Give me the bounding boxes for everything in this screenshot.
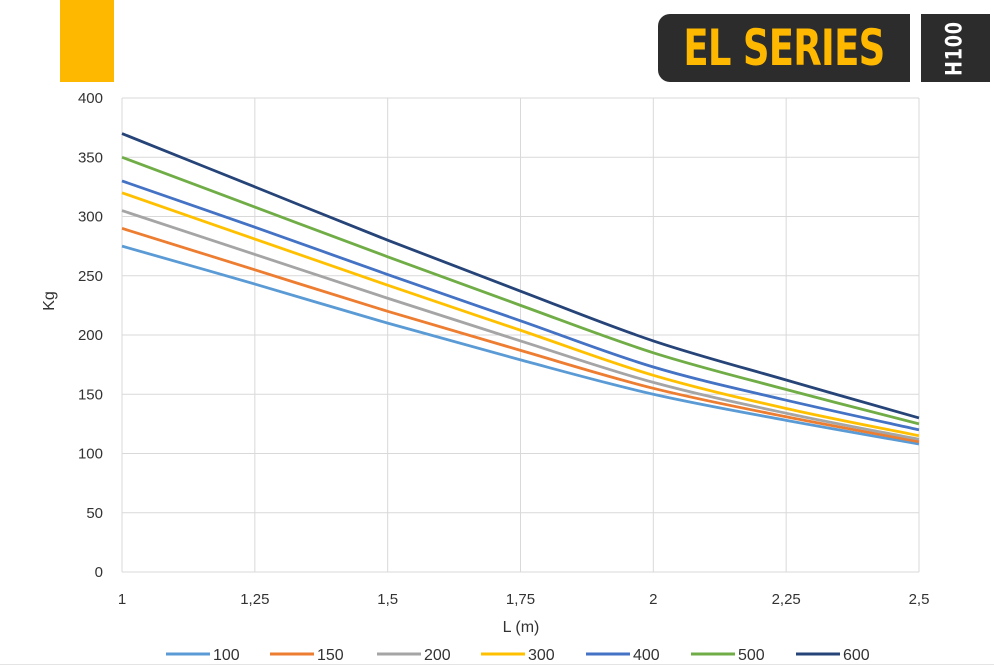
series-label: EL SERIES — [683, 19, 885, 77]
y-tick-label: 300 — [78, 209, 103, 226]
series-line-100 — [121, 244, 920, 446]
x-tick-label: 1,25 — [240, 591, 269, 608]
legend-label-150: 150 — [317, 647, 344, 664]
chart-grid — [121, 97, 920, 573]
series-badge: EL SERIES — [658, 14, 910, 82]
chart-series — [121, 132, 920, 446]
y-axis-ticks: 0 50 100 150 200 250 300 350 400 — [78, 90, 103, 581]
x-tick-label: 1 — [118, 591, 126, 608]
legend-label-300: 300 — [528, 647, 555, 664]
legend-label-600: 600 — [843, 647, 870, 664]
series-line-400 — [121, 179, 920, 432]
y-tick-label: 350 — [78, 149, 103, 166]
legend-label-100: 100 — [213, 647, 240, 664]
y-tick-label: 200 — [78, 327, 103, 344]
y-tick-label: 0 — [95, 564, 103, 581]
x-tick-label: 1,5 — [377, 591, 398, 608]
x-tick-label: 1,75 — [506, 591, 535, 608]
y-axis-title: Kg — [41, 291, 58, 311]
y-tick-label: 50 — [86, 505, 103, 522]
x-axis-ticks: 1 1,25 1,5 1,75 2 2,25 2,5 — [118, 591, 930, 608]
x-axis-title: L (m) — [503, 619, 540, 636]
y-tick-label: 400 — [78, 90, 103, 107]
legend-label-500: 500 — [738, 647, 765, 664]
x-tick-label: 2,5 — [909, 591, 930, 608]
y-tick-label: 100 — [78, 446, 103, 463]
y-tick-label: 250 — [78, 268, 103, 285]
legend-label-200: 200 — [424, 647, 451, 664]
series-line-200 — [121, 209, 920, 441]
y-tick-label: 150 — [78, 386, 103, 403]
legend-label-400: 400 — [633, 647, 660, 664]
x-tick-label: 2 — [649, 591, 657, 608]
series-line-600 — [121, 132, 920, 420]
series-line-150 — [121, 227, 920, 444]
footer-divider — [0, 664, 994, 665]
model-badge: H100 — [921, 14, 990, 82]
x-tick-label: 2,25 — [772, 591, 801, 608]
brand-accent-block — [60, 0, 114, 82]
series-line-300 — [121, 191, 920, 438]
series-line-500 — [121, 155, 920, 426]
chart-legend: 100 150 200 300 400 500 600 — [166, 647, 870, 664]
